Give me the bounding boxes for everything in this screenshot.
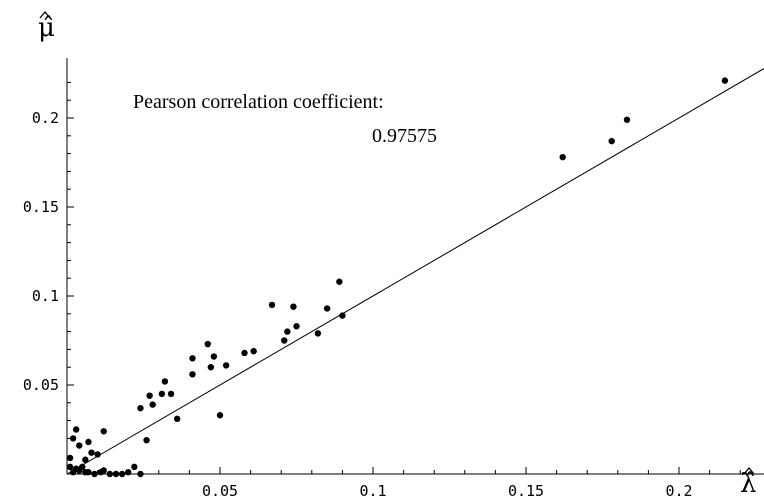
data-point (314, 330, 322, 337)
data-point (268, 301, 276, 309)
y-tick-label: 0.1 (32, 287, 59, 305)
x-label-hat (743, 466, 755, 475)
annotation-pearson-label: Pearson correlation coefficient: (133, 91, 384, 113)
data-point (284, 328, 291, 335)
data-points (66, 77, 729, 478)
data-point (559, 153, 566, 161)
data-point (88, 449, 95, 456)
data-point (91, 470, 98, 478)
data-point (216, 412, 224, 419)
data-point (85, 438, 92, 446)
data-point (100, 428, 107, 435)
data-point (149, 401, 156, 408)
data-point (106, 470, 114, 478)
data-point (721, 77, 729, 84)
axis-tick-labels: 0.05 0.1 0.15 0.2 0.05 0.1 0.15 0.2 (23, 109, 693, 500)
annotation-pearson-value: 0.97575 (372, 125, 437, 147)
data-point (66, 454, 74, 462)
data-point (143, 436, 150, 444)
data-point (323, 305, 331, 312)
data-point (293, 323, 300, 330)
data-point (112, 470, 120, 478)
data-point (137, 470, 144, 478)
x-tick-label: 0.15 (508, 482, 544, 500)
data-point (131, 463, 138, 471)
data-point (207, 364, 215, 371)
y-axis-label: μ̂ (38, 13, 55, 43)
data-point (241, 349, 248, 357)
data-point (290, 303, 297, 310)
data-point (204, 340, 211, 348)
data-point (100, 467, 107, 474)
x-tick-label: 0.05 (202, 482, 238, 500)
x-tick-label: 0.2 (665, 482, 692, 500)
data-point (85, 469, 92, 476)
data-point (146, 392, 153, 399)
data-point (173, 415, 181, 423)
data-point (336, 278, 343, 285)
data-point (161, 378, 169, 385)
data-point (125, 469, 132, 476)
data-point (118, 470, 126, 478)
data-point (608, 137, 615, 145)
fit-line (66, 67, 764, 475)
data-point (66, 463, 74, 471)
axes (39, 10, 764, 475)
data-point (250, 347, 257, 355)
x-tick-label: 0.1 (359, 482, 386, 500)
fit-line-group (66, 67, 764, 475)
data-point (76, 442, 83, 449)
data-point (79, 463, 86, 471)
data-point (82, 456, 89, 463)
data-point (210, 353, 218, 360)
data-point (167, 390, 175, 398)
data-point (189, 371, 196, 378)
data-point (158, 390, 166, 398)
data-point (623, 116, 631, 123)
y-tick-label: 0.15 (23, 198, 59, 216)
data-point (222, 362, 230, 369)
x-axis-label: λ̂ (740, 469, 756, 499)
y-tick-label: 0.05 (23, 376, 59, 394)
y-tick-label: 0.2 (32, 109, 59, 127)
data-point (94, 451, 101, 458)
data-point (69, 435, 77, 442)
data-point (189, 355, 196, 362)
data-point (339, 312, 346, 319)
data-point (137, 404, 144, 412)
y-label-hat (39, 10, 51, 19)
data-point (281, 337, 288, 344)
data-point (72, 426, 80, 433)
